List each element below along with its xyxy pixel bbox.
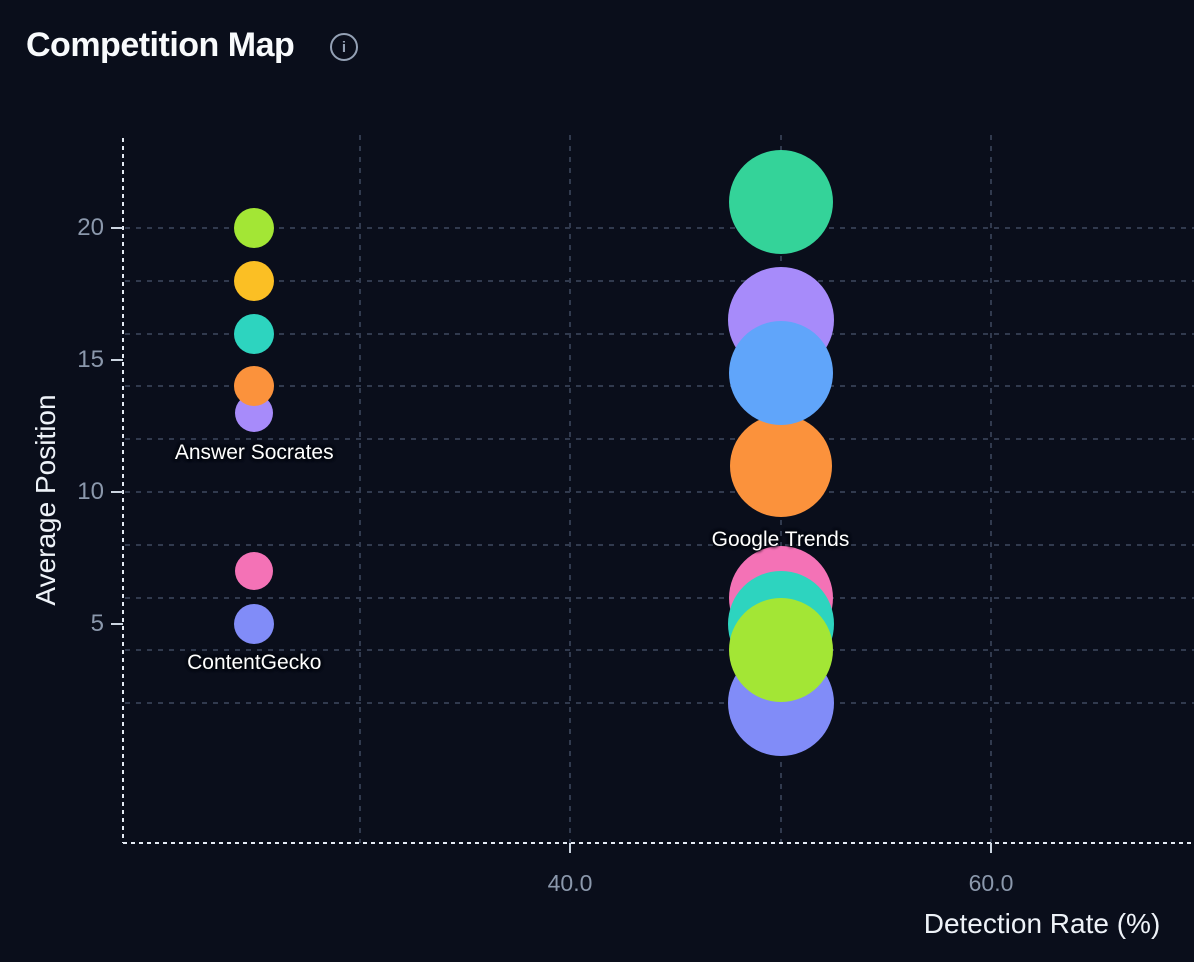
- bubble-label-orange-right: Google Trends: [711, 527, 850, 551]
- v-gridline: [569, 135, 571, 843]
- h-gridline: [125, 227, 1194, 229]
- y-tick-label: 10: [77, 478, 104, 505]
- y-tick-mark: [111, 623, 123, 625]
- bubble-amber-left[interactable]: [234, 260, 275, 301]
- info-icon-glyph: i: [341, 38, 347, 56]
- x-tick-mark: [569, 843, 571, 853]
- x-axis-line: [123, 842, 1194, 844]
- x-tick-label: 40.0: [547, 870, 593, 896]
- h-gridline: [125, 596, 1194, 599]
- y-tick-label: 5: [90, 610, 104, 637]
- h-gridline: [125, 491, 1194, 493]
- bubble-teal-left[interactable]: [234, 313, 275, 354]
- x-tick-mark: [990, 843, 992, 853]
- x-axis-title: Detection Rate (%): [923, 908, 1161, 939]
- bubble-blue-right[interactable]: [728, 321, 833, 426]
- bubble-orange-right[interactable]: [729, 414, 832, 517]
- h-gridline: [125, 702, 1194, 705]
- v-gridline: [358, 135, 361, 843]
- bubble-lime-right[interactable]: [728, 598, 833, 703]
- y-tick-label: 20: [77, 214, 104, 241]
- y-tick-mark: [111, 359, 123, 361]
- info-icon[interactable]: i: [330, 33, 358, 61]
- v-gridline: [990, 135, 992, 843]
- bubble-orange-left[interactable]: [234, 366, 275, 407]
- bubble-indigo-left[interactable]: [234, 604, 275, 644]
- bubble-lime-left[interactable]: [234, 208, 275, 248]
- bubble-emerald-right[interactable]: [728, 149, 833, 254]
- x-tick-label: 60.0: [968, 870, 1014, 896]
- y-tick-mark: [111, 227, 123, 229]
- h-gridline: [125, 332, 1194, 335]
- h-gridline: [125, 438, 1194, 441]
- h-gridline: [125, 385, 1194, 388]
- h-gridline: [125, 649, 1194, 652]
- y-axis-line: [122, 138, 124, 843]
- bubble-label-indigo-left: ContentGecko: [187, 651, 322, 674]
- bubble-label-violet-left: Answer Socrates: [174, 440, 334, 464]
- h-gridline: [125, 279, 1194, 282]
- y-tick-label: 15: [77, 346, 104, 373]
- bubble-pink-left[interactable]: [235, 552, 274, 591]
- h-gridline: [125, 543, 1194, 546]
- page-title: Competition Map: [26, 26, 295, 64]
- y-tick-mark: [111, 491, 123, 493]
- y-axis-title: Average Position: [30, 394, 61, 606]
